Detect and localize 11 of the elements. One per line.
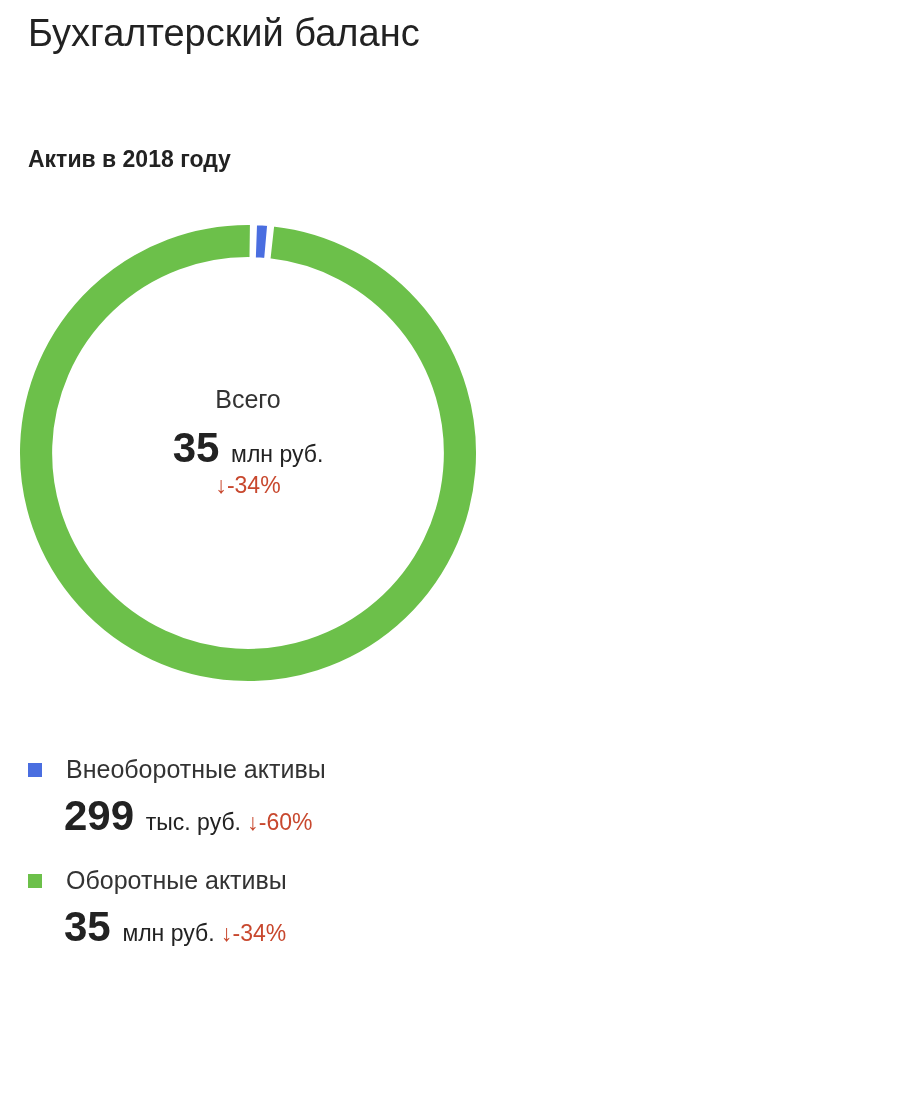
text: 299 тыс. руб. [64, 792, 241, 839]
text: ↓-34% [214, 472, 282, 499]
chart-title: Бухгалтерский баланс [28, 12, 420, 55]
text: Всего [214, 385, 282, 414]
text: ↓-60% [247, 809, 313, 835]
chart-subtitle: Актив в 2018 году [28, 146, 231, 173]
legend-label: Внеоборотные активы [66, 755, 326, 784]
text: 35 млн руб. [64, 903, 215, 950]
legend-label: Оборотные активы [66, 866, 287, 895]
text: ↓-34% [220, 920, 287, 946]
text: 35 млн руб. [172, 424, 324, 471]
